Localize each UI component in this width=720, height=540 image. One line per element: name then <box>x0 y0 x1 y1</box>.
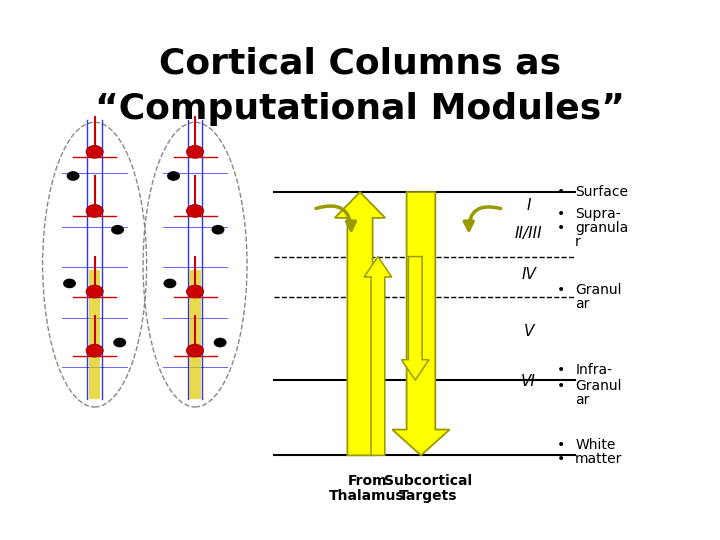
Circle shape <box>86 145 103 158</box>
Circle shape <box>111 225 124 234</box>
Text: II/III: II/III <box>515 226 542 241</box>
Text: V: V <box>523 325 534 339</box>
Circle shape <box>67 171 80 181</box>
Text: •: • <box>557 363 565 377</box>
Text: •: • <box>557 379 565 393</box>
FancyArrow shape <box>364 256 392 455</box>
FancyArrow shape <box>335 192 385 455</box>
Text: White: White <box>575 437 616 451</box>
Text: I: I <box>526 198 531 213</box>
Bar <box>189 270 201 399</box>
Circle shape <box>214 338 227 347</box>
Circle shape <box>186 145 204 158</box>
Text: granula: granula <box>575 221 629 235</box>
Bar <box>89 270 100 399</box>
Text: r: r <box>575 234 581 248</box>
Circle shape <box>186 344 204 357</box>
Text: •: • <box>557 185 565 199</box>
Circle shape <box>86 344 103 357</box>
Text: •: • <box>557 207 565 221</box>
Text: “Computational Modules”: “Computational Modules” <box>95 92 625 126</box>
Text: •: • <box>557 437 565 451</box>
Text: Granul: Granul <box>575 379 621 393</box>
Circle shape <box>212 225 225 234</box>
Circle shape <box>186 205 204 218</box>
Text: Granul: Granul <box>575 283 621 297</box>
Circle shape <box>63 279 76 288</box>
Circle shape <box>86 205 103 218</box>
Text: Cortical Columns as: Cortical Columns as <box>159 46 561 80</box>
Text: •: • <box>557 283 565 297</box>
Text: ar: ar <box>575 297 590 311</box>
Text: From: From <box>348 474 387 488</box>
Text: Infra-: Infra- <box>575 363 612 377</box>
Text: Supra-: Supra- <box>575 207 621 221</box>
Text: matter: matter <box>575 452 623 466</box>
Text: •: • <box>557 221 565 235</box>
Circle shape <box>163 279 176 288</box>
Circle shape <box>86 285 103 298</box>
Circle shape <box>113 338 126 347</box>
Text: Subcortical: Subcortical <box>384 474 472 488</box>
Text: Surface: Surface <box>575 185 628 199</box>
FancyArrow shape <box>392 192 450 455</box>
FancyArrow shape <box>402 256 429 380</box>
Circle shape <box>186 285 204 298</box>
Text: Thalamus: Thalamus <box>329 489 405 503</box>
Text: Targets: Targets <box>399 489 457 503</box>
Text: IV: IV <box>521 267 536 282</box>
Text: VI: VI <box>521 374 536 389</box>
FancyArrowPatch shape <box>316 206 356 230</box>
Text: •: • <box>557 452 565 466</box>
Circle shape <box>167 171 180 181</box>
FancyArrowPatch shape <box>464 207 500 230</box>
Text: ar: ar <box>575 393 590 407</box>
